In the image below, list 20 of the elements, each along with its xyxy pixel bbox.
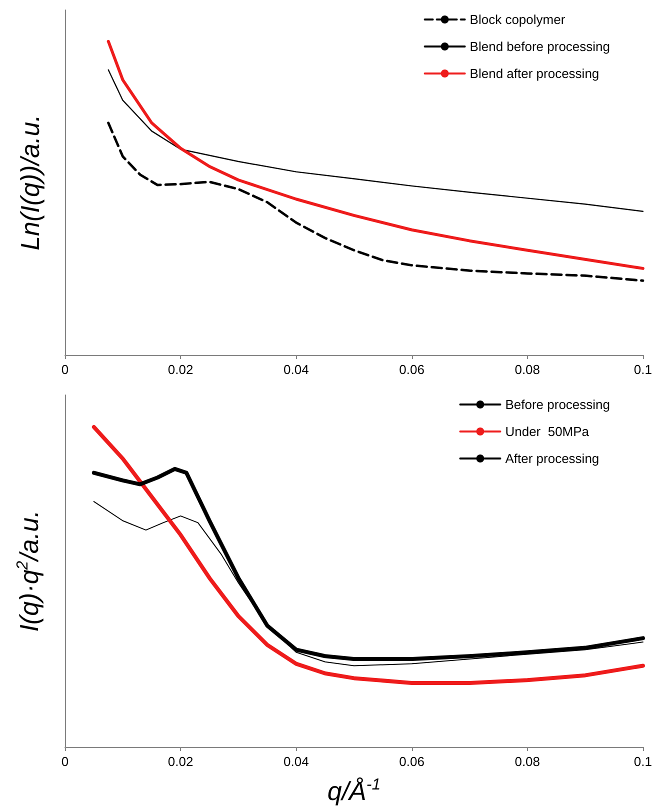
legend-label: Blend before processing: [470, 39, 610, 54]
x-tick-label: 0.08: [514, 362, 540, 377]
x-tick-label: 0.06: [399, 362, 424, 377]
y-axis-title: Ln(I(q))/a.u.: [15, 114, 45, 250]
legend-label: Blend after processing: [470, 66, 600, 81]
x-tick-label: 0.08: [514, 754, 540, 769]
legend-label: Block copolymer: [470, 12, 566, 27]
y-axis-title: I(q)·q2/a.u.: [14, 510, 44, 632]
legend-label: After processing: [505, 451, 600, 466]
x-tick-label: 0.1: [634, 362, 652, 377]
legend-label: Under 50MPa: [505, 424, 590, 439]
x-tick-label: 0.1: [634, 754, 652, 769]
x-tick-label: 0.04: [284, 754, 309, 769]
x-tick-label: 0: [61, 362, 69, 377]
x-tick-label: 0: [61, 754, 69, 769]
legend-label: Before processing: [505, 397, 610, 412]
x-tick-label: 0.04: [284, 362, 309, 377]
x-tick-label: 0.02: [168, 362, 194, 377]
x-tick-label: 0.06: [399, 754, 424, 769]
x-tick-label: 0.02: [168, 754, 194, 769]
